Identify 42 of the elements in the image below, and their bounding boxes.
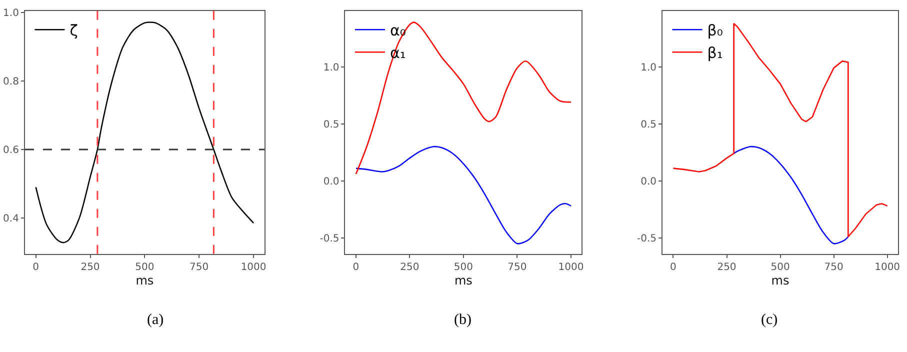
x-tick-label: 750: [824, 262, 844, 273]
x-tick-label: 500: [770, 262, 790, 273]
x-axis-title: ms: [771, 274, 790, 288]
y-tick-label: 0.0: [323, 176, 340, 188]
line-series: [733, 146, 849, 244]
y-tick-label: 0.5: [323, 119, 340, 130]
line-series: [35, 22, 254, 244]
x-tick-label: 0: [670, 262, 676, 273]
x-tick-label: 250: [400, 262, 420, 273]
y-tick-label: -0.5: [320, 233, 340, 244]
x-tick-label: 1000: [240, 262, 266, 273]
line-series: [355, 22, 572, 175]
legend-label: ζ: [70, 21, 78, 40]
x-tick-label: 1000: [558, 262, 584, 273]
y-tick-label: 1.0: [323, 62, 340, 74]
line-series: [355, 146, 572, 244]
y-tick-label: 0.8: [3, 76, 19, 88]
x-axis-title: ms: [454, 274, 472, 288]
y-tick-label: 0.4: [3, 213, 19, 224]
x-tick-label: 750: [508, 262, 527, 273]
x-tick-label: 750: [190, 262, 209, 273]
y-tick-label: 1.0: [3, 8, 19, 20]
legend-label: α₀: [390, 21, 406, 40]
y-tick-label: 1.0: [640, 62, 657, 74]
x-tick-label: 250: [717, 262, 736, 273]
text: (c): [761, 312, 778, 328]
y-tick-label: 0.5: [640, 119, 657, 130]
y-tick-label: 0.0: [640, 176, 657, 188]
legend-label: β₀: [707, 21, 723, 40]
text: (b): [454, 312, 472, 328]
line-series: [672, 22, 888, 238]
x-tick-label: 500: [454, 262, 474, 273]
text: (a): [147, 312, 164, 328]
x-tick-label: 500: [135, 262, 154, 273]
y-tick-label: -0.5: [637, 233, 657, 244]
x-axis-title: ms: [136, 274, 154, 288]
x-tick-label: 0: [352, 262, 360, 273]
x-tick-label: 250: [80, 262, 100, 273]
y-tick-label: 0.6: [3, 144, 19, 156]
x-tick-label: 0: [32, 262, 40, 273]
x-tick-label: 1000: [874, 262, 900, 273]
legend-label: β₁: [707, 44, 723, 62]
